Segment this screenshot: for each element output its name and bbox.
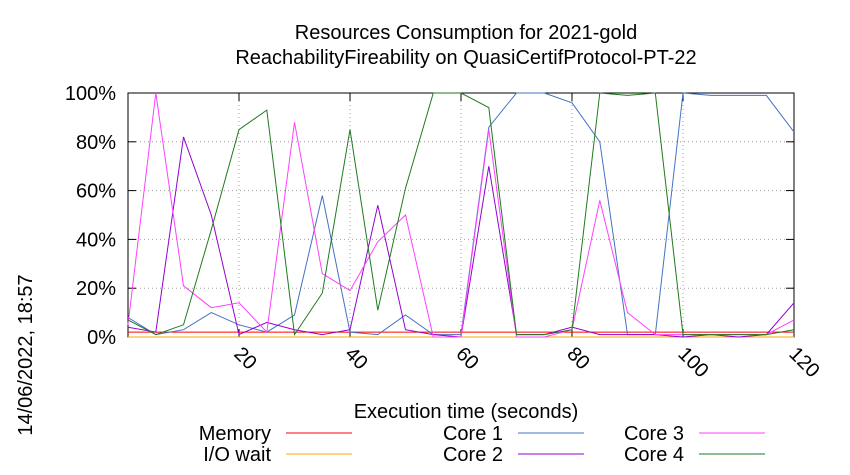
- legend-label-core-2: Core 2: [443, 444, 503, 466]
- legend-label-memory: Memory: [199, 423, 271, 445]
- legend-label-core-4: Core 4: [624, 444, 684, 466]
- series-line-core-4: [127, 92, 795, 336]
- y-tick-label: 0%: [87, 327, 116, 349]
- legend-label-i-o-wait: I/O wait: [203, 444, 271, 466]
- legend-label-core-3: Core 3: [624, 423, 684, 445]
- y-tick-label: 40%: [76, 229, 116, 251]
- y-tick-label: 100%: [65, 83, 116, 105]
- x-axis-label: Execution time (seconds): [354, 401, 579, 423]
- y-axis-ticks: 0% 20% 40% 60% 80% 100%: [65, 83, 794, 349]
- legend-label-core-1: Core 1: [443, 423, 503, 445]
- y-tick-label: 20%: [76, 278, 116, 300]
- y-tick-label: 60%: [76, 181, 116, 203]
- y-tick-label: 80%: [76, 132, 116, 154]
- chart-title-line1: Resources Consumption for 2021-gold: [295, 22, 637, 44]
- chart-title-line2: ReachabilityFireability on QuasiCertifPr…: [235, 47, 696, 69]
- timestamp-label: 14/06/2022, 18:57: [15, 274, 37, 435]
- grid-lines: [128, 93, 794, 337]
- series-lines: [127, 92, 795, 338]
